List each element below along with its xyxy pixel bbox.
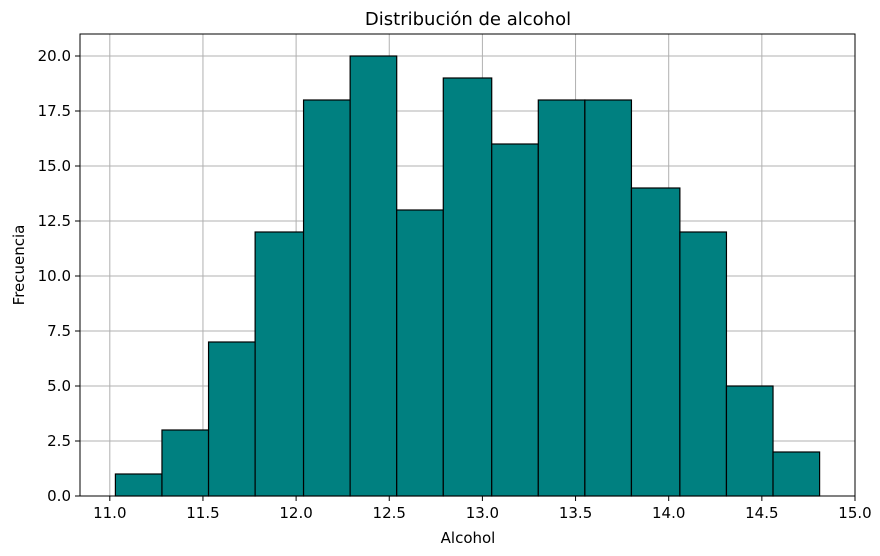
x-tick-label: 11.0 bbox=[93, 504, 126, 522]
x-tick-label: 14.0 bbox=[652, 504, 685, 522]
y-tick-label: 12.5 bbox=[38, 212, 71, 230]
y-tick-label: 0.0 bbox=[47, 487, 71, 505]
y-tick-label: 10.0 bbox=[38, 267, 71, 285]
y-tick-label: 20.0 bbox=[38, 47, 71, 65]
x-tick-label: 12.5 bbox=[373, 504, 406, 522]
x-tick-label: 11.5 bbox=[186, 504, 219, 522]
chart-title: Distribución de alcohol bbox=[365, 9, 571, 30]
histogram-bar bbox=[254, 231, 305, 497]
histogram-bar bbox=[725, 385, 774, 497]
x-axis-label: Alcohol bbox=[441, 529, 496, 547]
histogram-bar bbox=[630, 187, 681, 497]
y-axis-ticks: 0.0 2.5 5.0 7.5 10.0 12.5 15.0 17.5 20.0 bbox=[38, 47, 80, 505]
histogram-bar bbox=[537, 99, 586, 497]
histogram-bar bbox=[207, 341, 256, 497]
x-axis-ticks: 11.0 11.5 12.0 12.5 13.0 13.5 14.0 14.5 15.0 bbox=[93, 496, 872, 522]
histogram-bar bbox=[442, 77, 493, 497]
y-tick-label: 5.0 bbox=[47, 377, 71, 395]
y-tick-label: 15.0 bbox=[38, 157, 71, 175]
histogram-bar bbox=[491, 143, 539, 497]
histogram-bar bbox=[584, 99, 633, 497]
y-tick-label: 2.5 bbox=[47, 432, 71, 450]
x-tick-label: 14.5 bbox=[745, 504, 778, 522]
x-tick-label: 13.5 bbox=[559, 504, 592, 522]
histogram-bars bbox=[114, 55, 821, 497]
y-tick-label: 17.5 bbox=[38, 102, 71, 120]
y-axis-label: Frecuencia bbox=[10, 225, 28, 306]
x-tick-label: 13.0 bbox=[466, 504, 499, 522]
histogram-bar bbox=[114, 473, 163, 497]
plot-frame bbox=[79, 33, 856, 497]
histogram-bar bbox=[302, 99, 351, 497]
x-tick-label: 12.0 bbox=[279, 504, 312, 522]
y-tick-label: 7.5 bbox=[47, 322, 71, 340]
histogram-bar bbox=[161, 429, 210, 497]
x-tick-label: 15.0 bbox=[838, 504, 871, 522]
histogram-bar bbox=[772, 451, 821, 497]
histogram-bar bbox=[396, 209, 444, 497]
histogram-bar bbox=[349, 55, 398, 497]
histogram-bar bbox=[679, 231, 728, 497]
